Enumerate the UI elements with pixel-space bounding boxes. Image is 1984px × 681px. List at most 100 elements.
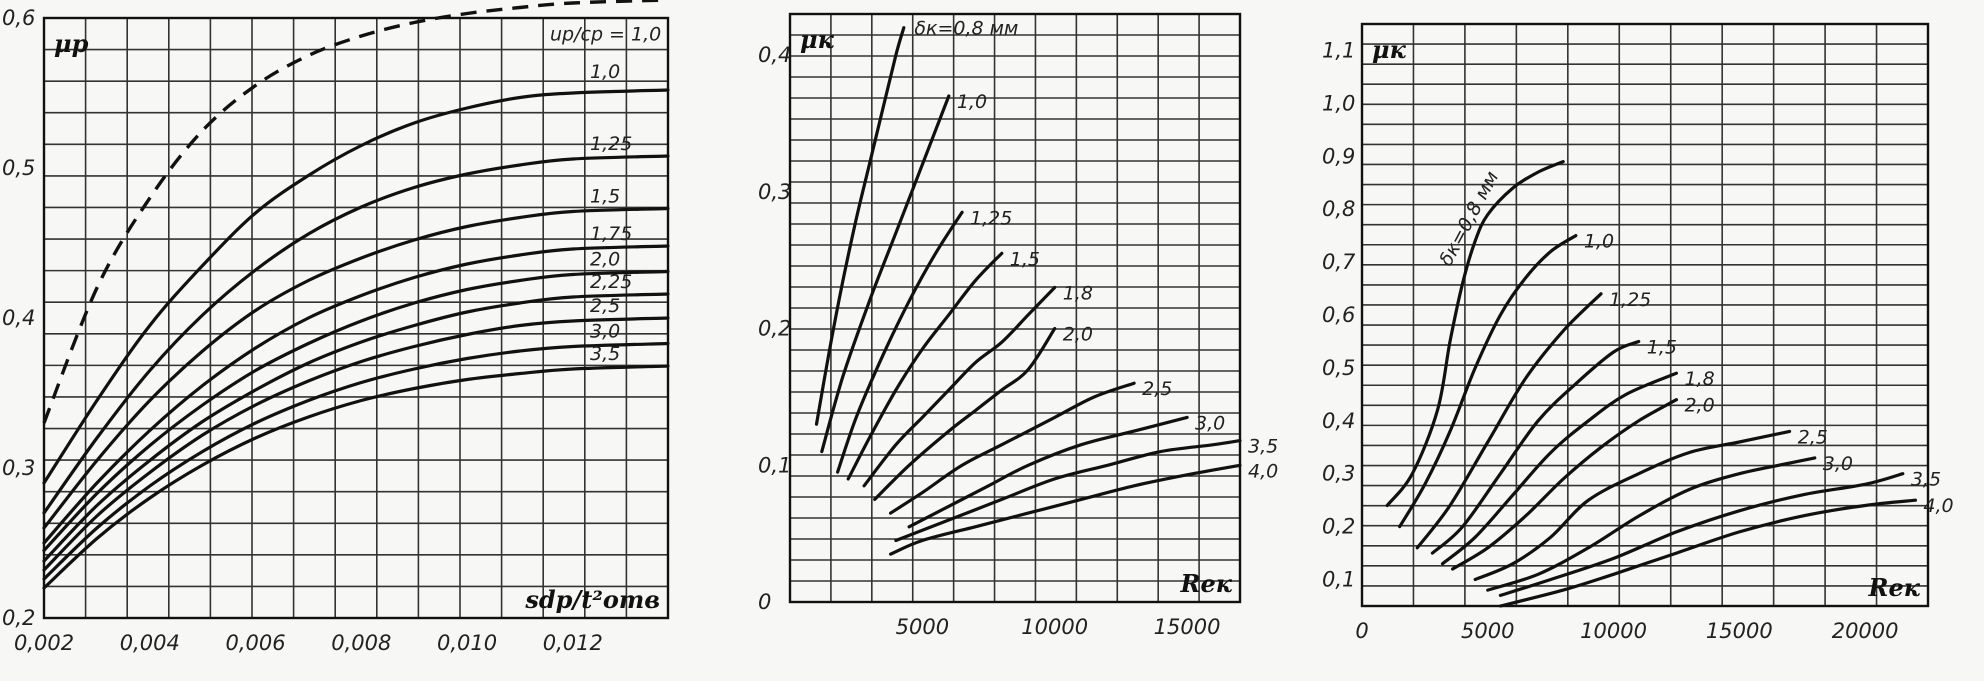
series-label: 2,5 [590, 295, 620, 317]
series-label: 2,25 [590, 271, 632, 293]
series-label: 3,0 [590, 321, 620, 343]
x-axis-label: Reк [1180, 569, 1233, 598]
series-label: 3,0 [1823, 453, 1853, 475]
series-label: 1,8 [1684, 368, 1714, 390]
y-tick-label: 0,2 [1322, 515, 1355, 539]
y-tick-label: 0,2 [758, 317, 791, 341]
series-label: 3,5 [590, 343, 620, 365]
x-tick-label: 0 [1355, 619, 1368, 643]
y-tick-label: 0,2 [2, 606, 35, 630]
y-tick-label: 0,1 [1322, 568, 1355, 592]
x-tick-label: 0,006 [225, 631, 285, 655]
series-line-2-5 [889, 381, 1136, 515]
x-tick-label: 0,010 [437, 631, 497, 655]
y-tick-label: 0,6 [2, 6, 35, 30]
series-line-1-5 [846, 251, 1004, 481]
series-line-4-0 [1498, 498, 1917, 608]
x-tick-label: 20000 [1832, 619, 1899, 643]
plot-frame [788, 12, 1242, 604]
series-line-1-75 [42, 244, 670, 545]
x-tick-label: 0,004 [120, 631, 180, 655]
y-tick-label: 0,3 [2, 456, 35, 480]
y-tick-label: 0,4 [1322, 409, 1355, 433]
series-line-3-5 [894, 439, 1242, 543]
series-label: 2,0 [1684, 395, 1714, 417]
series-line-2-0 [42, 269, 670, 553]
series-label: 1,25 [970, 207, 1012, 229]
x-axis-label: sdр/t²отв [524, 585, 660, 614]
series-label: 1,0 [1584, 231, 1614, 253]
grid-lines [1362, 24, 1928, 606]
series-line-1-8 [1440, 371, 1678, 566]
series-line-3-0 [1486, 456, 1817, 592]
series-label: 1,5 [1010, 248, 1040, 270]
series-label: 1,0 [957, 91, 987, 113]
y-tick-label: 0,6 [1322, 303, 1355, 327]
y-axis-label: μр [54, 29, 89, 58]
series-line-1-5 [1430, 339, 1641, 555]
y-tick-label: 0,9 [1322, 144, 1355, 168]
series-line-1-0 [42, 88, 670, 485]
y-tick-label: 0,3 [1322, 462, 1355, 486]
y-tick-label: 0,5 [1322, 356, 1355, 380]
y-tick-label: 1,0 [1322, 91, 1355, 115]
chart-panel-1: 0,002 0,004 0,006 0,008 0,010 0,012 0,2 0,3 0,4 0… [2, 0, 670, 655]
y-tick-label: 0,7 [1322, 250, 1356, 274]
series-label: 1,5 [1647, 336, 1677, 358]
parameter-label: uр/cр = 1,0 [550, 24, 661, 46]
series-line-4-0 [889, 463, 1242, 556]
x-tick-label: 15000 [1154, 615, 1221, 639]
series-line-2-0 [873, 326, 1057, 501]
x-tick-label: 0,008 [331, 631, 391, 655]
series-line-0-75 [42, 0, 669, 424]
series-line-3-0 [907, 415, 1189, 529]
series-line-2-0 [1451, 398, 1678, 571]
grid-lines [790, 14, 1240, 602]
y-axis-label: μк [800, 25, 835, 54]
series-line-0-8 [814, 26, 906, 426]
x-tick-label: 5000 [1461, 619, 1514, 643]
series-line-1-25 [1415, 292, 1603, 550]
series-label: 2,5 [1798, 426, 1828, 448]
series-line-2-5 [1473, 429, 1792, 582]
y-tick-label: 0,4 [2, 306, 35, 330]
chart-panel-2: 5000 10000 15000 0 0,1 0,2 0,3 0,4 μк Reк 1,0 1,25 1… [758, 12, 1278, 639]
series-line-1-8 [862, 285, 1057, 488]
y-tick-label: 0,5 [2, 156, 35, 180]
parameter-label: δк=0,8 мм [914, 18, 1018, 40]
series-line-3-5 [42, 364, 670, 590]
series-line-1-5 [42, 206, 670, 530]
series-line-2-5 [42, 316, 670, 572]
x-axis-label: Reк [1868, 573, 1921, 602]
series-line-3-5 [1498, 472, 1905, 597]
x-tick-label: 15000 [1706, 619, 1773, 643]
y-axis-label: μк [1372, 35, 1407, 64]
series-label: 1,8 [1063, 282, 1093, 304]
y-tick-label: 0 [758, 590, 771, 614]
series-label: 1,0 [590, 61, 620, 83]
series-line-3-0 [42, 341, 670, 581]
x-tick-label: 0,012 [543, 631, 603, 655]
series-line-0-8 [1385, 160, 1565, 508]
series-label: 3,5 [1248, 436, 1278, 458]
plot-frame [42, 16, 670, 620]
series-label: 1,25 [1609, 289, 1651, 311]
chart-panel-3: 0 5000 10000 15000 20000 0,1 0,2 0,3 0,4 0,5 0,6 0,… [1322, 22, 1954, 643]
y-tick-label: 1,1 [1322, 38, 1355, 62]
series-line-1-25 [836, 210, 964, 474]
series-label: 3,0 [1195, 412, 1225, 434]
series-label: 2,0 [1063, 324, 1093, 346]
series-label: 1,25 [590, 133, 632, 155]
series-label: 2,5 [1142, 378, 1172, 400]
series-label: 1,75 [590, 223, 632, 245]
series-line-1-0 [820, 94, 951, 454]
x-tick-label: 0,002 [14, 631, 74, 655]
x-tick-label: 5000 [896, 615, 949, 639]
x-tick-label: 10000 [1021, 615, 1088, 639]
x-tick-label: 10000 [1580, 619, 1647, 643]
series-label: 4,0 [1923, 495, 1953, 517]
grid-lines [44, 18, 668, 618]
series-label: 2,0 [590, 249, 620, 271]
y-tick-label: 0,4 [758, 43, 791, 67]
